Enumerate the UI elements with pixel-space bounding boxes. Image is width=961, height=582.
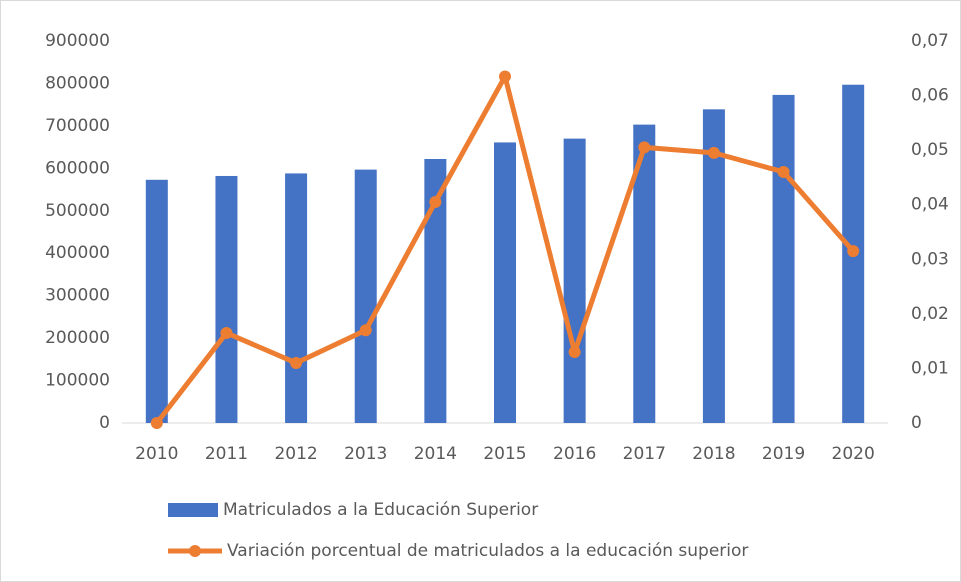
x-tick-label: 2020 — [832, 444, 875, 464]
y-tick-label: 900000 — [45, 31, 110, 51]
bar — [285, 173, 308, 423]
line-point — [220, 326, 233, 339]
legend-label: Matriculados a la Educación Superior — [223, 500, 538, 520]
bar — [772, 94, 795, 423]
legend-label: Variación porcentual de matriculados a l… — [227, 541, 748, 561]
x-tick-label: 2016 — [553, 444, 596, 464]
bar — [145, 179, 168, 423]
legend-marker — [189, 545, 201, 557]
bar — [702, 109, 725, 423]
y-tick-label: 200000 — [45, 328, 110, 348]
y-tick-label: 500000 — [45, 201, 110, 221]
line-point — [777, 165, 790, 178]
x-tick-label: 2013 — [344, 444, 387, 464]
x-tick-label: 2018 — [692, 444, 735, 464]
y2-tick-label: 0,02 — [911, 304, 949, 324]
y2-tick-label: 0,05 — [911, 140, 949, 160]
line-point — [290, 356, 303, 369]
y-tick-label: 300000 — [45, 286, 110, 306]
bar — [354, 169, 377, 423]
y2-tick-label: 0,06 — [911, 86, 949, 106]
bar — [494, 142, 516, 424]
y2-tick-label: 0,07 — [911, 31, 949, 51]
y-tick-label: 700000 — [45, 116, 110, 136]
y-tick-label: 0 — [99, 413, 110, 433]
line-point — [847, 245, 860, 258]
x-tick-label: 2012 — [274, 444, 317, 464]
line-point — [359, 324, 372, 337]
line-point — [568, 346, 581, 359]
y2-tick-label: 0 — [911, 413, 922, 433]
x-tick-label: 2015 — [483, 444, 526, 464]
bar — [215, 175, 238, 423]
line-point — [707, 146, 720, 159]
x-tick-label: 2014 — [414, 444, 457, 464]
y-tick-label: 600000 — [45, 158, 110, 178]
x-tick-label: 2010 — [135, 444, 178, 464]
y2-tick-label: 0,01 — [911, 358, 949, 378]
y2-tick-label: 0,04 — [911, 195, 949, 215]
bar — [424, 158, 447, 424]
line-point — [150, 417, 163, 429]
x-tick-label: 2019 — [762, 444, 805, 464]
y-tick-label: 400000 — [45, 243, 110, 263]
x-tick-label: 2017 — [623, 444, 666, 464]
y-tick-label: 100000 — [45, 371, 110, 391]
line-point — [499, 70, 511, 83]
line-point — [638, 141, 651, 154]
bar — [633, 124, 656, 424]
y2-tick-label: 0,03 — [911, 249, 949, 269]
bar — [563, 138, 586, 423]
x-tick-label: 2011 — [205, 444, 248, 464]
y-tick-label: 800000 — [45, 73, 110, 93]
line-point — [429, 195, 442, 208]
legend-swatch — [168, 503, 218, 517]
